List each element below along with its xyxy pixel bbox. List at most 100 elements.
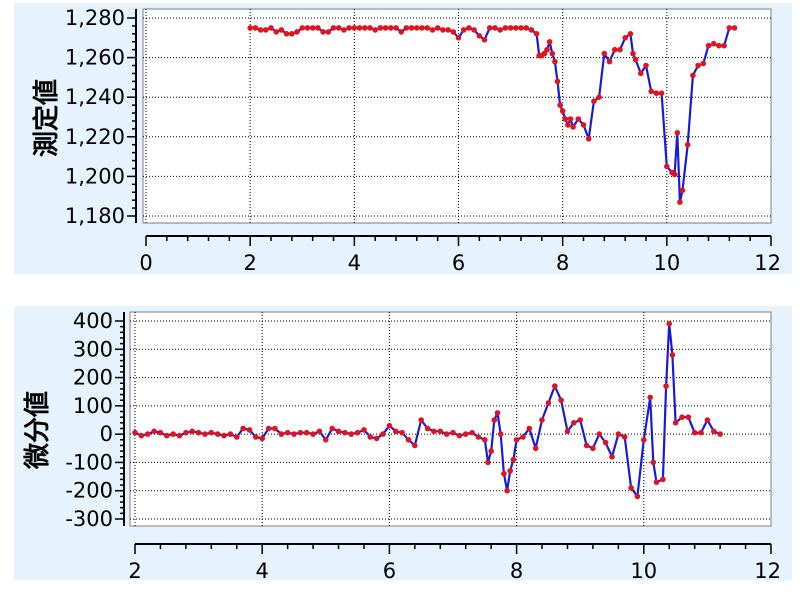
data-point [695,62,701,69]
data-point [429,27,436,33]
data-point [398,29,405,35]
data-point [664,163,670,170]
data-point [585,136,592,142]
data-point [476,33,483,39]
data-point [284,429,291,436]
data-point [653,479,660,486]
data-point [361,427,367,433]
x-tick-label: 2 [128,559,141,583]
data-point [253,434,259,440]
data-point [294,29,300,35]
data-point [335,25,342,31]
data-point [310,431,316,437]
data-point [431,428,437,435]
data-point [507,25,514,31]
data-point [408,25,415,31]
data-point [705,42,712,49]
data-point [335,428,342,435]
data-point [558,397,564,404]
data-point [482,437,488,443]
data-point [672,420,679,426]
series-layer [247,25,738,205]
derivative-value-chart: 2 4 6 8 10 12 -300 -200 -100 0 100 200 300 400 微分値 [14,306,792,583]
data-point [486,25,493,31]
data-point [606,58,613,65]
data-point [546,39,553,45]
data-point [557,102,563,108]
data-point [504,487,510,494]
data-point [450,429,456,436]
data-point [471,27,477,33]
data-point [700,60,707,67]
data-point [450,29,457,35]
data-point [630,50,636,57]
y-tick-label: -300 [65,507,113,531]
data-point [323,437,329,443]
data-point [716,42,722,49]
data-point [570,124,576,130]
data-point [418,417,425,423]
data-point [507,468,513,474]
data-point [176,432,183,439]
data-point [567,116,574,122]
data-point [559,108,566,114]
data-point [405,437,412,443]
data-point [549,50,556,57]
data-point [698,429,704,436]
data-point [615,431,622,437]
data-point [502,25,509,31]
data-point [382,25,389,31]
x-tick-label: 10 [630,559,657,583]
data-point [710,40,717,47]
data-point [481,37,488,43]
y-tick-labels: 1,180 1,200 1,220 1,240 1,260 1,280 [65,6,125,228]
data-point [466,25,472,31]
data-point [577,417,583,423]
data-point [208,429,215,436]
y-tick-label: 200 [73,366,113,390]
y-tick-labels: -300 -200 -100 0 100 200 300 400 [65,309,113,531]
data-point [202,431,208,437]
data-point [704,417,711,423]
data-point [469,429,475,436]
y-tick-label: 1,180 [65,204,125,228]
data-point [304,25,311,31]
data-point [272,425,278,432]
data-point [445,27,451,33]
data-point [456,432,463,439]
data-point [533,31,540,37]
data-point [552,58,558,65]
data-point [552,383,558,389]
plot-area [142,8,772,224]
data-point [497,27,504,33]
y-tick-label: 1,220 [65,125,125,149]
data-point [532,445,539,452]
data-point [647,394,653,401]
data-point [362,25,368,31]
data-point [309,25,316,31]
data-point [492,25,498,31]
data-point [679,187,686,194]
data-point [289,31,295,37]
data-point [351,25,358,31]
data-point [660,476,666,483]
data-point [414,25,420,31]
data-point [247,25,253,31]
y-tick-label: 1,200 [65,164,125,188]
data-point [528,27,535,33]
data-point [666,321,672,327]
data-point [717,431,723,437]
data-point [329,425,336,432]
data-point [721,42,727,49]
data-point [320,29,326,35]
data-point [669,352,676,358]
data-point [617,46,623,53]
data-point [437,428,444,435]
data-point [539,417,545,423]
data-point [526,425,533,432]
y-tick-label: 1,240 [65,85,125,109]
data-point [273,29,280,35]
data-point [367,434,374,440]
data-point [497,431,504,437]
data-point [545,400,552,406]
